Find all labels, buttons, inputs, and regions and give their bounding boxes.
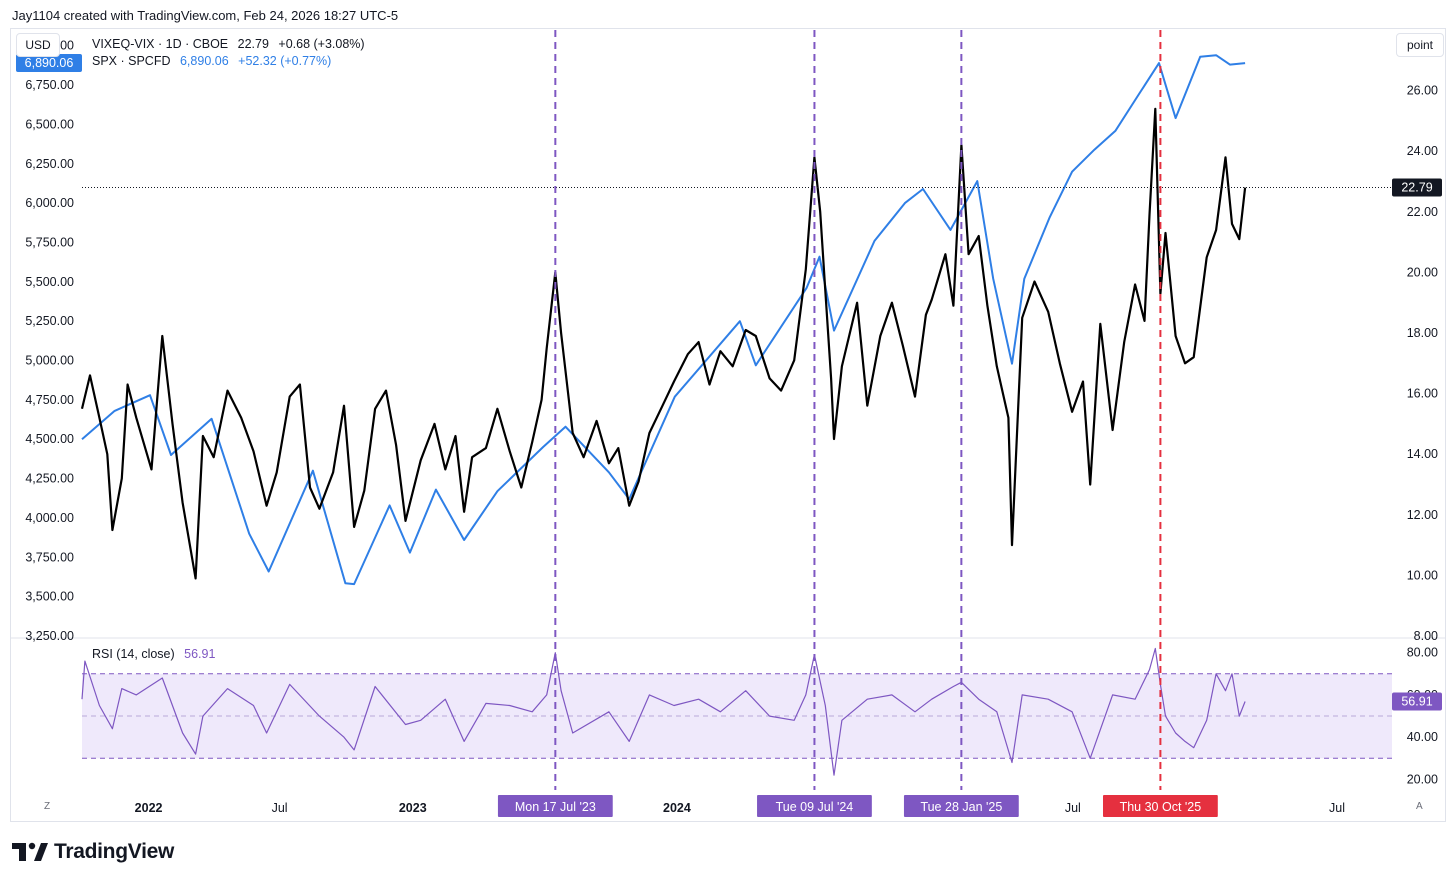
currency-button[interactable]: USD <box>16 33 60 57</box>
vixeq-last-value-text: 22.79 <box>1401 181 1432 195</box>
brand-logo[interactable]: TradingView <box>12 840 174 864</box>
x-axis-tick: Jul <box>272 801 288 815</box>
right-axis-tick: 14.00 <box>1407 447 1438 461</box>
event-marker-flag <box>1102 795 1218 817</box>
left-axis-tick: 6,500.00 <box>25 117 74 131</box>
left-axis-tick: 3,250.00 <box>25 629 74 643</box>
event-marker-flag <box>497 795 613 817</box>
legend-rsi-label: RSI (14, close) <box>92 647 175 661</box>
currency-label: USD <box>25 38 51 52</box>
spx-series-line <box>81 54 1246 586</box>
right-axis-tick: 18.00 <box>1407 326 1438 340</box>
left-axis-tick: 6,250.00 <box>25 157 74 171</box>
rsi-axis-tick: 40.00 <box>1407 730 1438 744</box>
legend-vixeq-label: VIXEQ-VIX · 1D · CBOE <box>92 37 229 51</box>
legend-vixeq-value: 22.79 <box>237 37 269 51</box>
legend-vixeq[interactable]: VIXEQ-VIX · 1D · CBOE 22.79 +0.68 (+3.08… <box>92 37 365 51</box>
rsi-axis-tick: 80.00 <box>1407 646 1438 660</box>
left-axis-tick: 5,500.00 <box>25 275 74 289</box>
rsi-series-line <box>81 647 1246 776</box>
right-axis-tick: 16.00 <box>1407 387 1438 401</box>
left-axis-tick: 4,250.00 <box>25 472 74 486</box>
event-marker-label: Mon 17 Jul '23 <box>515 800 596 814</box>
x-axis-tick: 2022 <box>135 801 163 815</box>
x-axis-tick: 2023 <box>399 801 427 815</box>
right-axis-tick: 20.00 <box>1407 265 1438 279</box>
legend-rsi-value: 56.91 <box>184 647 216 661</box>
x-axis-tick: Jul <box>1065 801 1081 815</box>
rsi-axis-tick: 20.00 <box>1407 772 1438 786</box>
legend-vixeq-change: +0.68 (+3.08%) <box>278 37 365 51</box>
right-axis-tick: 26.00 <box>1407 84 1438 98</box>
spx-last-value-text: 6,890.06 <box>25 56 74 70</box>
event-marker-flag <box>757 795 872 817</box>
auto-scale-toggle[interactable]: A <box>1416 801 1423 812</box>
vixeq-last-value-tag <box>1392 178 1442 197</box>
left-axis-tick: 4,750.00 <box>25 393 74 407</box>
legend-spx-label: SPX · SPCFD <box>92 54 171 68</box>
unit-button[interactable]: point <box>1396 33 1444 57</box>
legend-spx-change: +52.32 (+0.77%) <box>238 54 332 68</box>
left-axis-tick: 5,250.00 <box>25 314 74 328</box>
right-axis-tick: 22.00 <box>1407 205 1438 219</box>
left-axis-tick: 5,000.00 <box>25 354 74 368</box>
right-axis-tick: 8.00 <box>1414 629 1438 643</box>
legend-rsi[interactable]: RSI (14, close) 56.91 <box>92 647 215 661</box>
legend-spx-value: 6,890.06 <box>179 54 229 68</box>
spx-last-value-tag <box>16 54 82 73</box>
unit-label: point <box>1406 38 1434 52</box>
left-axis-tick: 4,000.00 <box>25 511 74 525</box>
rsi-last-value-tag <box>1392 692 1442 711</box>
right-axis-tick: 24.00 <box>1407 144 1438 158</box>
rsi-last-value-text: 56.91 <box>1401 694 1432 708</box>
event-marker-flag <box>903 795 1019 817</box>
x-axis-tick: 2024 <box>663 801 691 815</box>
brand-name: TradingView <box>54 840 175 863</box>
rsi-band-fill <box>82 673 1392 759</box>
right-axis-tick: 12.00 <box>1407 508 1438 522</box>
event-marker-label: Tue 09 Jul '24 <box>776 800 854 814</box>
left-axis-tick: 6,000.00 <box>25 196 74 210</box>
chart-frame <box>10 28 1446 822</box>
legend-spx[interactable]: SPX · SPCFD 6,890.06 +52.32 (+0.77%) <box>92 54 331 68</box>
left-axis-tick: 4,500.00 <box>25 432 74 446</box>
left-axis-tick: 5,750.00 <box>25 235 74 249</box>
left-axis-tick: 3,500.00 <box>25 590 74 604</box>
log-scale-toggle[interactable]: Z <box>44 801 51 812</box>
chart-header: Jay1104 created with TradingView.com, Fe… <box>12 8 399 23</box>
x-axis-tick: Jul <box>1329 801 1345 815</box>
tradingview-logo-icon <box>12 842 48 861</box>
left-axis-tick: 6,750.00 <box>25 78 74 92</box>
right-axis-tick: 10.00 <box>1407 568 1438 582</box>
left-axis-tick: 3,750.00 <box>25 550 74 564</box>
vixeq-series-line <box>80 107 1247 580</box>
event-marker-label: Tue 28 Jan '25 <box>920 800 1002 814</box>
event-marker-label: Thu 30 Oct '25 <box>1120 800 1202 814</box>
